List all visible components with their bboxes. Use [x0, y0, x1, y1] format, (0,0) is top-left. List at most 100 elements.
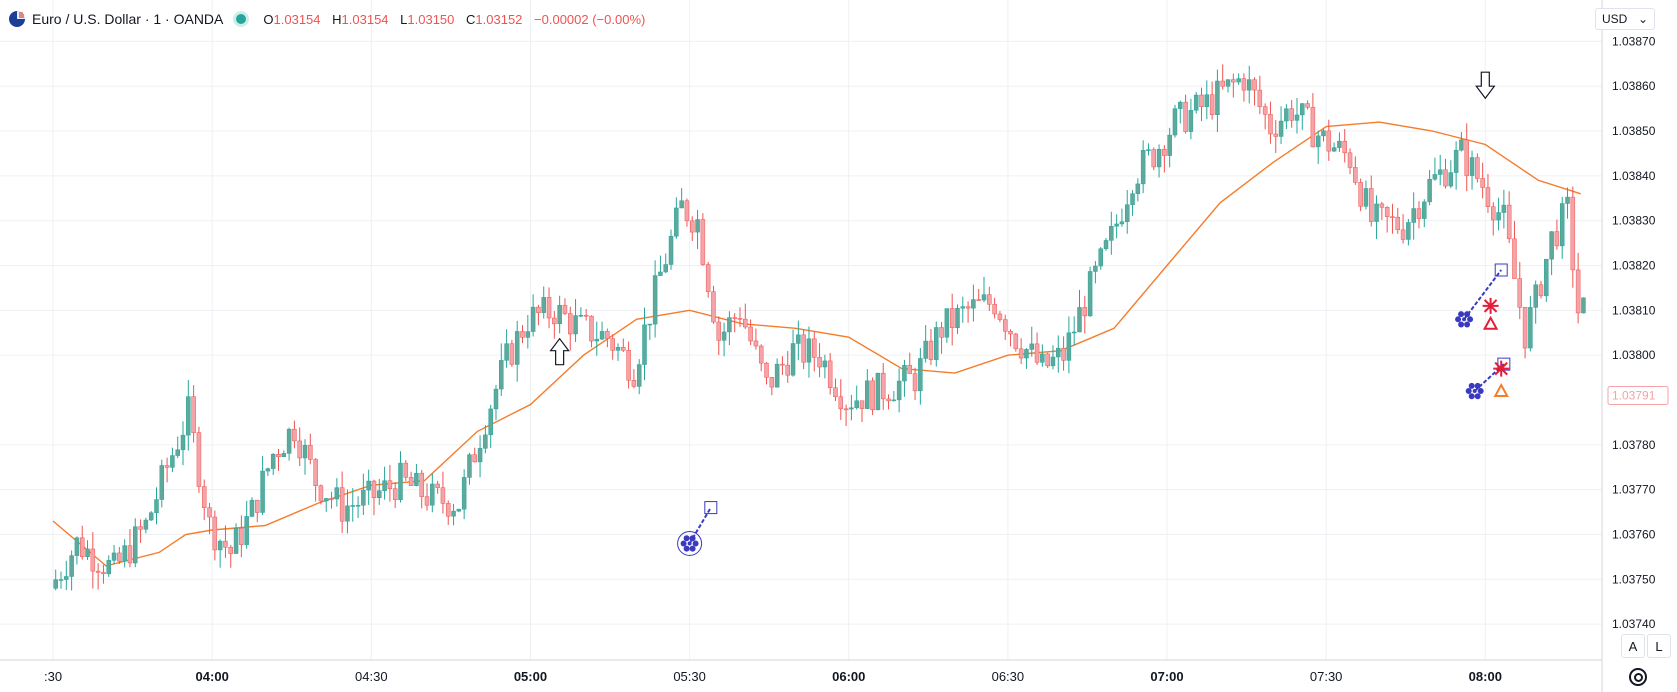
candle-body	[69, 555, 74, 577]
candle-body	[111, 552, 117, 561]
candle-body	[1146, 149, 1151, 151]
open-value: 1.03154	[273, 11, 321, 27]
triangle-marker-icon	[1493, 382, 1509, 398]
candle-body	[1045, 353, 1050, 367]
candle-body	[721, 331, 727, 341]
candle-body	[1278, 120, 1284, 137]
candle-body	[562, 304, 568, 314]
candle-body	[854, 400, 859, 409]
candle-body	[143, 519, 149, 530]
candle-body	[589, 315, 594, 342]
candle-body	[743, 318, 748, 328]
price-tick-label: 1.03770	[1612, 483, 1656, 497]
time-tick-label: 05:30	[673, 669, 706, 684]
candle-body	[822, 360, 828, 368]
candle-body	[594, 338, 600, 342]
candle-body	[106, 560, 111, 575]
candle-body	[652, 275, 658, 325]
candle-body	[552, 317, 557, 325]
candle-body	[223, 540, 228, 548]
candle-body	[472, 454, 478, 463]
price-tick-label: 1.03870	[1612, 34, 1656, 48]
candle-body	[923, 340, 928, 359]
candle-body	[621, 347, 626, 351]
currency-selector[interactable]: USD ⌄	[1595, 8, 1655, 30]
candle-body	[1236, 78, 1241, 83]
ohlc-values: O1.03154 H1.03154 L1.03150 C1.03152 −0.0…	[263, 12, 653, 27]
candle-body	[1204, 94, 1210, 108]
last-price-badge	[1607, 386, 1669, 406]
candle-body	[684, 200, 690, 222]
candle-body	[541, 297, 546, 313]
moving-average-layer	[52, 121, 1582, 567]
market-status-icon[interactable]	[233, 11, 250, 27]
candle-body	[965, 306, 971, 309]
auto-scale-button[interactable]: A	[1621, 634, 1645, 658]
flower-petal-icon	[1465, 388, 1472, 395]
candle-body	[1443, 169, 1448, 187]
candle-body	[1411, 208, 1416, 223]
candle-body	[1061, 347, 1066, 361]
candle-body	[228, 547, 234, 554]
candle-body	[785, 364, 790, 376]
price-axis[interactable]: 1.03870 1.03860 1.03850 1.03840 1.03830 1.038…	[1607, 34, 1669, 631]
flower-petal-icon	[692, 540, 699, 547]
candle-body	[610, 338, 615, 351]
candle-body	[265, 468, 271, 472]
candle-body	[403, 462, 409, 478]
candle-body	[451, 510, 456, 517]
candle-body	[1130, 193, 1135, 205]
flower-petal-icon	[1458, 311, 1465, 318]
flower-petal-icon	[1455, 316, 1462, 323]
candle-body	[1209, 94, 1215, 115]
candle-body	[170, 455, 175, 468]
candle-body	[514, 331, 520, 365]
candle-body	[255, 499, 260, 513]
symbol-title[interactable]: Euro / U.S. Dollar · 1 · OANDA	[32, 11, 224, 27]
flower-center-icon	[687, 541, 692, 546]
chevron-down-icon: ⌄	[1637, 12, 1648, 26]
candle-body	[302, 444, 308, 459]
candle-body	[461, 477, 467, 510]
candle-body	[191, 396, 196, 433]
candle-body	[1262, 106, 1268, 115]
candle-body	[1093, 265, 1098, 272]
candle-body	[1422, 201, 1427, 219]
settings-icon[interactable]	[1629, 668, 1647, 686]
flower-petal-icon	[1468, 382, 1475, 389]
last-price-label: 1.03791	[1612, 389, 1656, 403]
candle-body	[1056, 347, 1061, 358]
candle-body	[90, 548, 96, 572]
flower-petal-icon	[680, 540, 687, 547]
candle-body	[1002, 319, 1008, 332]
candle-body	[827, 360, 833, 389]
time-tick-label: 04:30	[355, 669, 388, 684]
candle-body	[1034, 343, 1040, 363]
candle-body	[270, 453, 276, 469]
time-axis[interactable]: :30 04:00 04:30 05:00 05:30 06:00 06:30 07:00 07…	[44, 669, 1502, 684]
candle-body	[323, 498, 329, 502]
candle-body	[658, 271, 663, 276]
candle-body	[392, 488, 398, 501]
flower-petal-icon	[1477, 388, 1484, 395]
candle-body	[674, 207, 679, 237]
candle-body	[918, 358, 923, 392]
flower-petal-icon	[1464, 321, 1471, 328]
arrow-down-icon	[1475, 71, 1496, 100]
candle-body	[896, 380, 902, 401]
candle-body	[567, 313, 573, 335]
candle-body	[1008, 330, 1013, 335]
candle-body	[1416, 208, 1422, 219]
log-scale-button[interactable]: L	[1647, 634, 1671, 658]
candle-body	[499, 360, 504, 390]
candle-body	[1246, 79, 1252, 91]
time-tick-label: 04:00	[196, 669, 229, 684]
candle-body	[175, 449, 180, 456]
candle-body	[58, 579, 64, 581]
candle-body	[1135, 183, 1141, 194]
candle-body	[1300, 103, 1305, 116]
candle-body	[790, 343, 796, 376]
triangle-marker-icon	[1482, 315, 1499, 330]
candle-body	[117, 552, 122, 562]
